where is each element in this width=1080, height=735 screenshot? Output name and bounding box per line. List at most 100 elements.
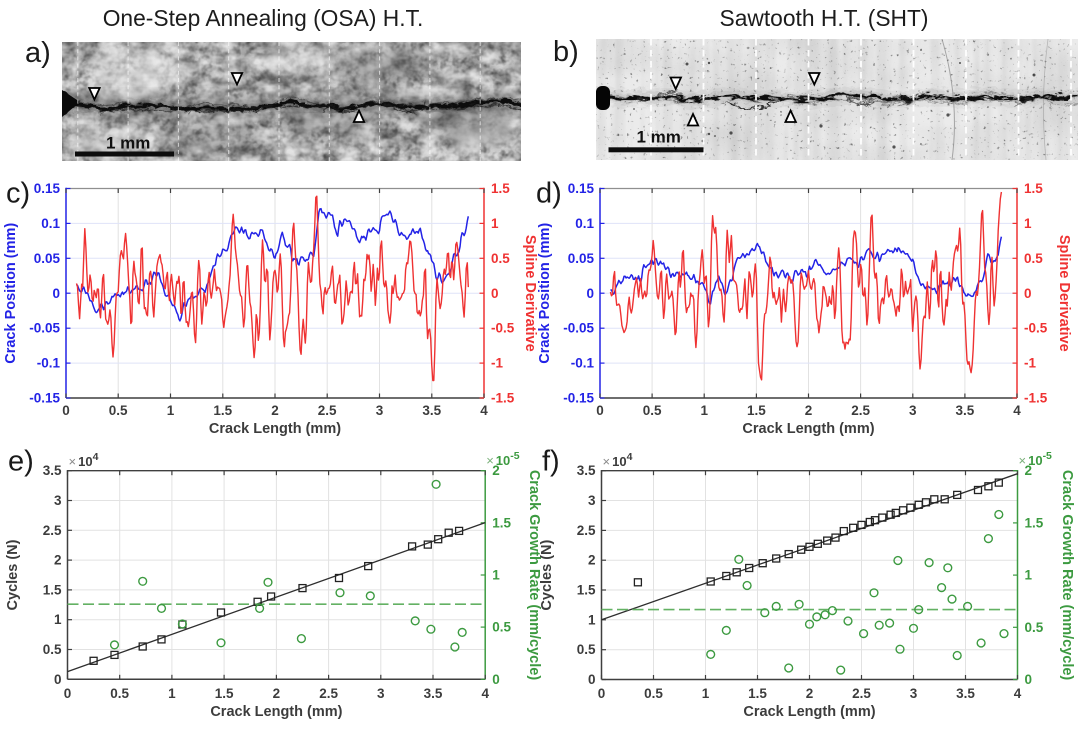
- svg-text:3: 3: [377, 686, 385, 701]
- svg-text:1.5: 1.5: [492, 515, 511, 530]
- svg-text:Crack Length (mm): Crack Length (mm): [743, 704, 875, 720]
- svg-text:Crack Position (mm): Crack Position (mm): [537, 223, 553, 364]
- svg-text:3.5: 3.5: [577, 463, 596, 478]
- svg-text:2.5: 2.5: [851, 403, 870, 418]
- svg-text:2.5: 2.5: [852, 686, 871, 701]
- svg-text:0: 0: [1024, 286, 1032, 301]
- svg-text:4: 4: [1013, 403, 1021, 418]
- svg-text:0: 0: [586, 286, 594, 301]
- svg-text:2.5: 2.5: [318, 403, 337, 418]
- svg-text:0.1: 0.1: [41, 216, 60, 231]
- svg-text:1.5: 1.5: [43, 582, 62, 597]
- svg-text:1.5: 1.5: [747, 403, 766, 418]
- svg-text:1: 1: [588, 612, 596, 627]
- svg-text:×104: × 104: [603, 451, 633, 469]
- svg-text:Cycles (N): Cycles (N): [539, 539, 555, 610]
- svg-text:1.5: 1.5: [1024, 181, 1043, 196]
- svg-text:0: 0: [62, 403, 70, 418]
- svg-text:1: 1: [54, 612, 62, 627]
- svg-text:0.05: 0.05: [34, 251, 61, 266]
- svg-text:1 mm: 1 mm: [106, 134, 150, 153]
- svg-text:1: 1: [167, 403, 175, 418]
- svg-text:3: 3: [54, 493, 62, 508]
- svg-text:Crack Position (mm): Crack Position (mm): [3, 223, 19, 364]
- svg-text:3: 3: [376, 403, 384, 418]
- svg-text:-1.5: -1.5: [491, 391, 515, 406]
- svg-text:c): c): [6, 178, 30, 210]
- svg-text:Cycles (N): Cycles (N): [5, 539, 21, 610]
- svg-text:1.5: 1.5: [748, 686, 767, 701]
- svg-text:1.5: 1.5: [491, 181, 510, 196]
- svg-text:d): d): [536, 178, 562, 210]
- svg-text:-0.05: -0.05: [29, 321, 60, 336]
- svg-text:Crack Length (mm): Crack Length (mm): [742, 421, 874, 437]
- svg-text:-1: -1: [1024, 356, 1036, 371]
- svg-text:0: 0: [52, 286, 60, 301]
- svg-text:3.5: 3.5: [424, 686, 443, 701]
- svg-text:0.5: 0.5: [577, 642, 596, 657]
- svg-text:1.5: 1.5: [215, 686, 234, 701]
- svg-text:Crack Length (mm): Crack Length (mm): [210, 704, 342, 720]
- svg-text:0.5: 0.5: [643, 403, 662, 418]
- svg-text:2: 2: [805, 403, 813, 418]
- svg-text:1.5: 1.5: [1025, 515, 1044, 530]
- svg-text:0: 0: [596, 403, 604, 418]
- svg-text:-0.1: -0.1: [571, 356, 595, 371]
- svg-text:1: 1: [700, 403, 708, 418]
- svg-text:×10-5: × 10-5: [486, 450, 520, 468]
- svg-text:0.15: 0.15: [34, 181, 61, 196]
- svg-text:-0.05: -0.05: [563, 321, 594, 336]
- svg-text:2.5: 2.5: [577, 523, 596, 538]
- svg-text:1.5: 1.5: [213, 403, 232, 418]
- svg-text:3: 3: [910, 686, 918, 701]
- svg-text:0.5: 0.5: [491, 251, 510, 266]
- svg-text:0: 0: [1025, 672, 1033, 687]
- svg-text:-1: -1: [491, 356, 503, 371]
- svg-text:2: 2: [1025, 463, 1033, 478]
- svg-text:0.05: 0.05: [568, 251, 595, 266]
- svg-text:a): a): [25, 37, 51, 69]
- svg-text:0.15: 0.15: [568, 181, 595, 196]
- svg-text:2: 2: [806, 686, 814, 701]
- svg-text:0.5: 0.5: [110, 686, 129, 701]
- svg-text:Crack Growth Rate (mm/cycle): Crack Growth Rate (mm/cycle): [526, 470, 542, 680]
- svg-text:0.5: 0.5: [109, 403, 128, 418]
- svg-text:1: 1: [1025, 568, 1033, 583]
- svg-text:-0.5: -0.5: [491, 321, 515, 336]
- svg-text:0.5: 0.5: [644, 686, 663, 701]
- svg-text:0: 0: [54, 672, 62, 687]
- svg-text:4: 4: [1014, 686, 1022, 701]
- svg-text:Spline Derivative: Spline Derivative: [1056, 235, 1072, 352]
- svg-text:b): b): [553, 36, 579, 68]
- svg-text:2.5: 2.5: [43, 523, 62, 538]
- svg-text:2: 2: [588, 553, 596, 568]
- svg-text:e): e): [8, 446, 34, 478]
- svg-text:4: 4: [480, 403, 488, 418]
- svg-text:3: 3: [909, 403, 917, 418]
- svg-text:1: 1: [702, 686, 710, 701]
- svg-text:0.1: 0.1: [575, 216, 594, 231]
- svg-text:1: 1: [492, 568, 500, 583]
- svg-text:0.5: 0.5: [492, 620, 511, 635]
- svg-text:Sawtooth H.T. (SHT): Sawtooth H.T. (SHT): [719, 5, 928, 31]
- svg-text:4: 4: [481, 686, 489, 701]
- svg-text:1.5: 1.5: [577, 583, 596, 598]
- svg-text:1: 1: [168, 686, 176, 701]
- svg-text:1 mm: 1 mm: [637, 128, 681, 147]
- svg-text:1: 1: [1024, 216, 1032, 231]
- svg-text:2: 2: [273, 686, 281, 701]
- svg-text:Crack Growth Rate (mm/cycle): Crack Growth Rate (mm/cycle): [1059, 470, 1075, 680]
- svg-text:×104: × 104: [69, 451, 99, 469]
- svg-text:Crack Length (mm): Crack Length (mm): [209, 421, 341, 437]
- svg-text:f): f): [542, 446, 560, 478]
- svg-text:0: 0: [491, 286, 499, 301]
- svg-text:3: 3: [588, 493, 596, 508]
- svg-text:-0.15: -0.15: [563, 391, 594, 406]
- svg-text:Spline Derivative: Spline Derivative: [522, 235, 538, 352]
- svg-text:-1.5: -1.5: [1024, 391, 1048, 406]
- svg-text:3.5: 3.5: [956, 403, 975, 418]
- svg-text:0: 0: [588, 672, 596, 687]
- svg-text:3.5: 3.5: [422, 403, 441, 418]
- svg-text:0.5: 0.5: [43, 642, 62, 657]
- svg-text:1: 1: [491, 216, 499, 231]
